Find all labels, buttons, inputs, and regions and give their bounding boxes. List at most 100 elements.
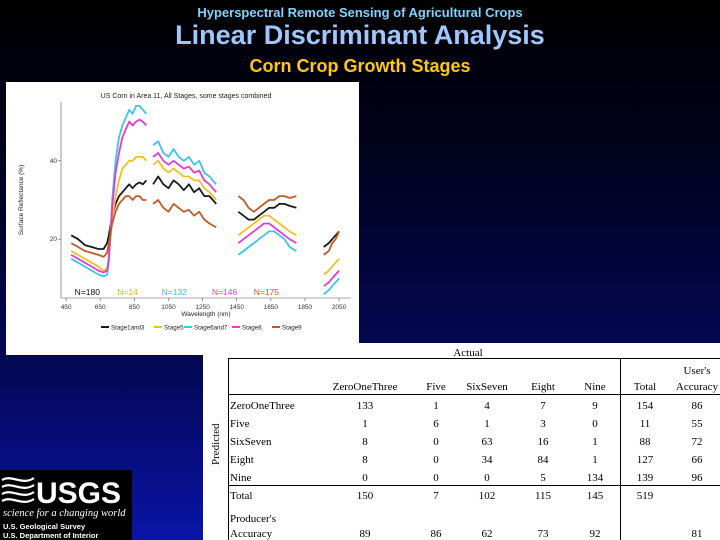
- table-cell: 86: [430, 528, 442, 540]
- table-rule-right: [620, 358, 621, 540]
- series-line-stage1and3: [152, 175, 217, 205]
- legend-item: Stage6and7: [194, 325, 228, 332]
- table-cell: 1: [592, 454, 598, 466]
- x-tick-label: 450: [61, 304, 72, 311]
- series-line-stage6and7: [70, 104, 147, 278]
- legend-item: Stage1and3: [111, 325, 145, 332]
- column-header: SixSeven: [466, 381, 508, 393]
- x-tick-label: 850: [129, 304, 140, 311]
- table-cell: 62: [481, 528, 493, 540]
- column-header: Five: [426, 381, 446, 393]
- table-cell: 145: [586, 490, 604, 502]
- series-line-stage1and3: [70, 179, 147, 250]
- series-line-stage5: [323, 258, 340, 276]
- usgs-tagline: science for a changing world: [3, 508, 126, 519]
- series-line-stage6and7: [152, 140, 217, 185]
- table-cell: 81: [691, 528, 703, 540]
- legend-item: Stage9: [282, 325, 302, 332]
- table-cell: 1: [592, 436, 598, 448]
- series-line-stage9: [70, 195, 147, 258]
- reflectance-chart: US Corn in Area 11, All Stages, some sta…: [18, 93, 351, 332]
- table-cell: 84: [537, 454, 549, 466]
- table-cell: 6: [433, 418, 439, 430]
- table-cell: 66: [691, 454, 703, 466]
- reflectance-chart-panel: US Corn in Area 11, All Stages, some sta…: [6, 82, 359, 355]
- series-line-stage5: [237, 214, 297, 237]
- table-row-label: Eight: [230, 454, 254, 466]
- table-cell: 1: [362, 418, 368, 430]
- table-cell: 134: [586, 472, 604, 484]
- x-tick-label: 1650: [264, 304, 279, 311]
- table-cell: 73: [537, 528, 549, 540]
- table-cell: 115: [534, 490, 552, 502]
- usgs-wave-icon: [1, 477, 35, 503]
- table-cell: 139: [636, 472, 654, 484]
- series-line-stage9: [152, 199, 217, 229]
- table-cell: 150: [356, 490, 374, 502]
- table-cell: 89: [359, 528, 371, 540]
- table-rule-total: [228, 485, 720, 486]
- table-cell: 8: [362, 436, 368, 448]
- actual-header: Actual: [453, 347, 483, 359]
- column-header: User's: [683, 365, 711, 377]
- table-row-label: Nine: [230, 472, 252, 484]
- x-tick-label: 1450: [229, 304, 244, 311]
- x-tick-label: 650: [95, 304, 106, 311]
- table-cell: 0: [484, 472, 490, 484]
- table-rule-top: [228, 358, 720, 359]
- table-cell: 34: [481, 454, 493, 466]
- table-cell: 9: [592, 400, 598, 412]
- table-cell: 88: [639, 436, 651, 448]
- table-row-label: SixSeven: [230, 436, 272, 448]
- series-line-stage5: [152, 159, 217, 201]
- table-cell: 1: [433, 400, 439, 412]
- table-cell: 519: [636, 490, 654, 502]
- chart-title: US Corn in Area 11, All Stages, some sta…: [101, 93, 272, 100]
- table-cell: 8: [362, 454, 368, 466]
- table-row-label: Accuracy: [230, 528, 273, 540]
- table-cell: 86: [691, 400, 703, 412]
- table-cell: 7: [433, 490, 439, 502]
- series-line-stage8: [237, 222, 297, 244]
- series-line-stage1and3: [323, 230, 340, 248]
- series-line-stage5: [70, 156, 147, 272]
- series-line-stage8: [70, 118, 147, 274]
- table-cell: 0: [433, 436, 439, 448]
- table-cell: 7: [540, 400, 546, 412]
- series-line-stage1and3: [237, 203, 297, 221]
- sample-count-label: N=175: [254, 287, 280, 297]
- table-cell: 16: [537, 436, 549, 448]
- x-tick-label: 1250: [195, 304, 210, 311]
- sample-count-label: N=132: [162, 287, 188, 297]
- table-cell: 3: [540, 418, 546, 430]
- slide-subtitle: Corn Crop Growth Stages: [249, 56, 471, 76]
- series-line-stage9: [237, 195, 297, 213]
- table-cell: 154: [636, 400, 654, 412]
- column-header: Total: [633, 381, 657, 393]
- series-line-stage8: [323, 269, 340, 287]
- table-cell: 0: [592, 418, 598, 430]
- table-cell: 127: [636, 454, 654, 466]
- x-tick-label: 1850: [298, 304, 313, 311]
- table-cell: 55: [691, 418, 703, 430]
- table-cell: 92: [589, 528, 601, 540]
- table-cell: 0: [433, 454, 439, 466]
- usgs-logo: USGS science for a changing world: [1, 477, 126, 519]
- column-header: ZeroOneThree: [332, 381, 398, 393]
- agency-line-1: U.S. Geological Survey: [3, 522, 86, 531]
- slide-title: Linear Discriminant Analysis: [175, 20, 545, 50]
- x-tick-label: 1050: [161, 304, 176, 311]
- table-cell: 133: [356, 400, 374, 412]
- confusion-matrix-table: Actual Predicted ZeroOneThree Five SixSeven E…: [203, 343, 720, 540]
- sample-count-label: N=14: [117, 287, 138, 297]
- table-cell: 0: [433, 472, 439, 484]
- agency-line-2: U.S. Department of Interior: [3, 531, 99, 540]
- table-cell: 72: [691, 436, 703, 448]
- sample-count-label: N=180: [75, 287, 101, 297]
- table-cell: 63: [481, 436, 493, 448]
- table-cell: 0: [362, 472, 368, 484]
- y-axis-label: Surface Reflectance (%): [18, 165, 25, 235]
- y-tick-label: 20: [50, 236, 58, 243]
- series-line-stage6and7: [237, 230, 297, 256]
- table-row-label: ZeroOneThree: [230, 400, 295, 412]
